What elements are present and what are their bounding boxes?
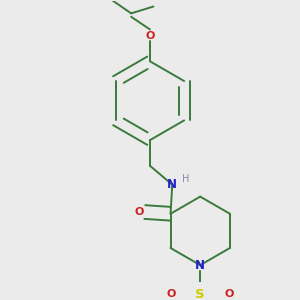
Text: O: O	[145, 31, 155, 40]
Text: O: O	[166, 289, 176, 299]
Text: H: H	[182, 175, 189, 184]
Text: O: O	[225, 289, 234, 299]
Text: S: S	[195, 288, 205, 300]
Text: N: N	[195, 259, 205, 272]
Text: N: N	[167, 178, 177, 191]
Text: O: O	[134, 207, 143, 217]
